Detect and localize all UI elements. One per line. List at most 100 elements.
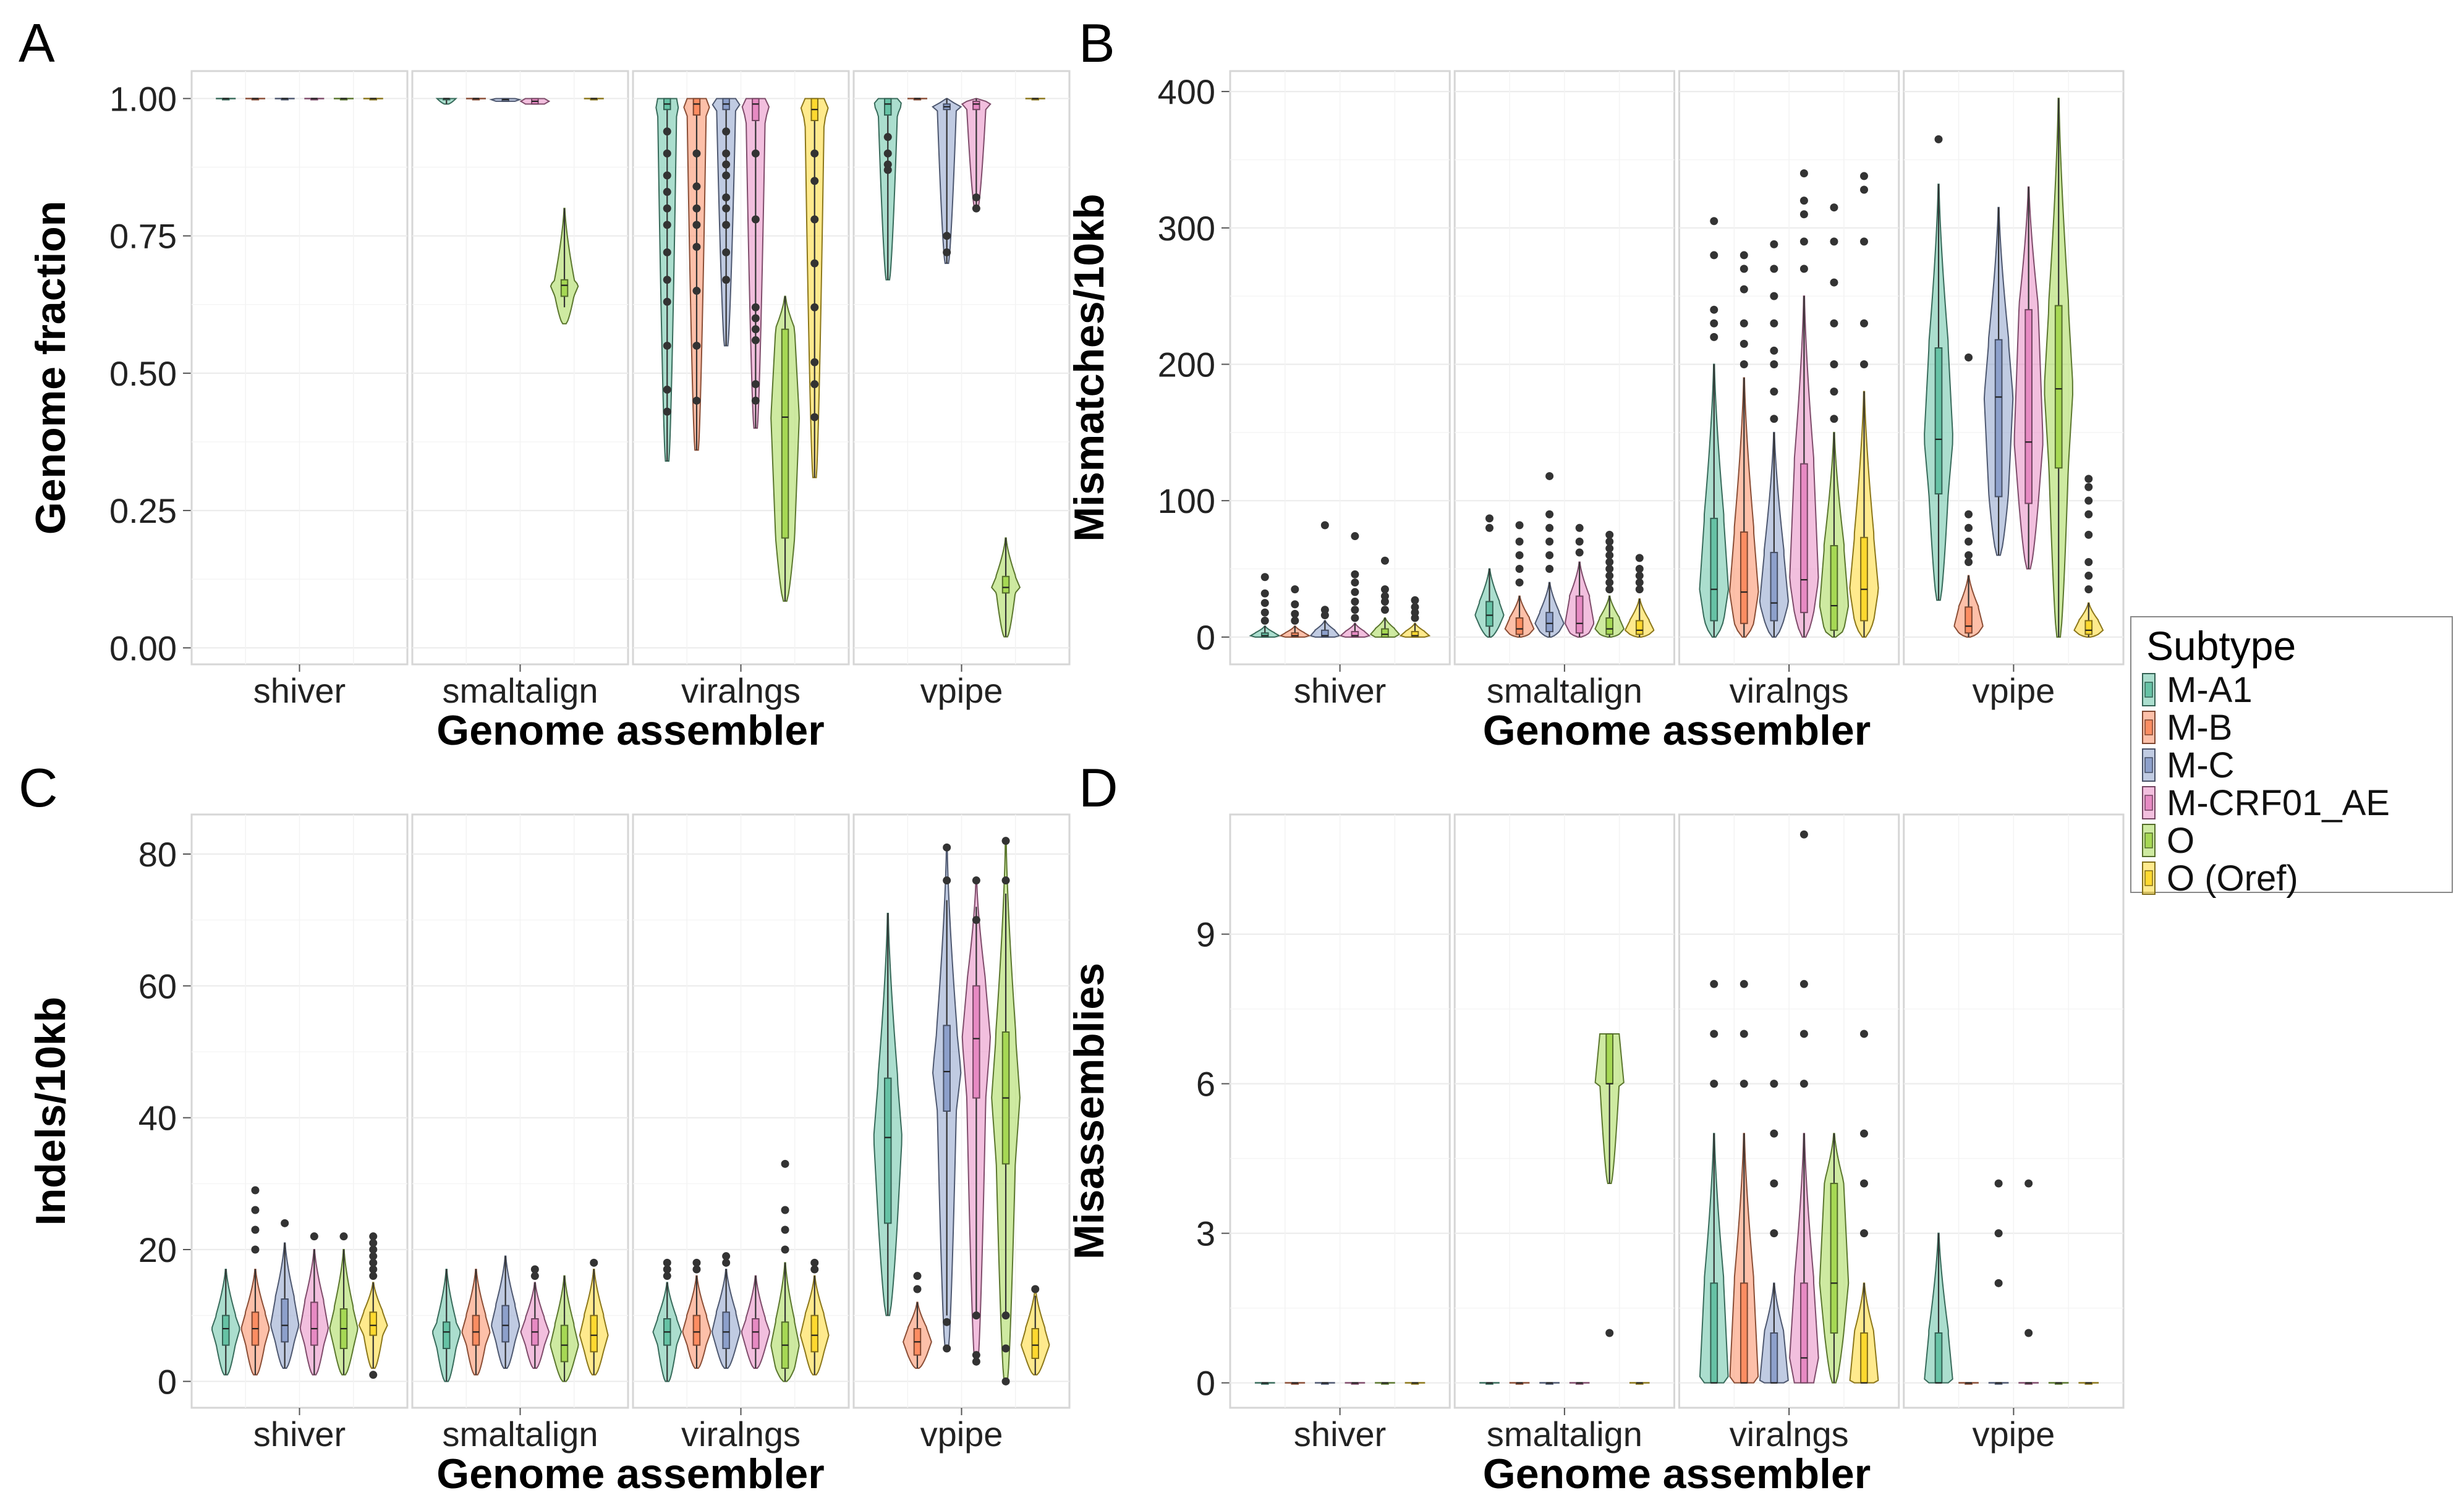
outlier-point bbox=[663, 276, 671, 284]
outlier-point bbox=[1740, 980, 1748, 988]
outlier-point bbox=[1605, 557, 1614, 566]
outlier-point bbox=[722, 171, 731, 180]
violin-o bbox=[334, 98, 354, 101]
outlier-point bbox=[530, 1265, 539, 1274]
outlier-point bbox=[663, 297, 671, 306]
outlier-point bbox=[1830, 387, 1838, 396]
outlier-point bbox=[883, 160, 892, 169]
outlier-point bbox=[1260, 573, 1269, 582]
outlier-point bbox=[1351, 532, 1359, 541]
outlier-point bbox=[1740, 1030, 1748, 1038]
outlier-point bbox=[1351, 588, 1359, 596]
outlier-point bbox=[1351, 614, 1359, 622]
box bbox=[1260, 632, 1269, 638]
box bbox=[1575, 595, 1584, 634]
outlier-point bbox=[1001, 1344, 1010, 1353]
violin-m-b bbox=[461, 1269, 491, 1376]
outlier-point bbox=[1380, 585, 1389, 594]
box bbox=[692, 98, 701, 116]
violin-m-crf01-ae bbox=[1789, 169, 1819, 638]
violin-m-a1 bbox=[1249, 573, 1281, 638]
legend-key-box bbox=[2144, 719, 2153, 735]
legend-key-box bbox=[2144, 682, 2153, 698]
box bbox=[1710, 1282, 1718, 1384]
legend-item: M-C bbox=[2142, 745, 2235, 785]
violin-o-oref- bbox=[1399, 596, 1431, 638]
outlier-point bbox=[1830, 237, 1838, 246]
y-axis-label: Indels/10kb bbox=[27, 997, 74, 1225]
violin-m-c bbox=[932, 98, 962, 264]
outlier-point bbox=[1545, 537, 1554, 546]
box bbox=[1411, 631, 1419, 638]
outlier-point bbox=[1320, 606, 1329, 614]
violin-m-crf01-ae bbox=[741, 98, 770, 429]
outlier-point bbox=[692, 182, 701, 191]
outlier-point bbox=[2084, 557, 2093, 566]
box bbox=[1321, 629, 1329, 638]
box bbox=[1515, 617, 1524, 635]
violin-m-b bbox=[907, 98, 927, 101]
outlier-point bbox=[883, 149, 892, 158]
outlier-point bbox=[751, 336, 760, 345]
outlier-point bbox=[1770, 319, 1778, 328]
violin-o bbox=[329, 1232, 359, 1376]
violin-o bbox=[1819, 1133, 1850, 1384]
facet-label: vpipe bbox=[1972, 1415, 2055, 1454]
box bbox=[943, 1025, 951, 1112]
outlier-point bbox=[1710, 1080, 1718, 1088]
box bbox=[1381, 628, 1389, 638]
outlier-point bbox=[663, 127, 671, 136]
outlier-point bbox=[1605, 544, 1614, 552]
violin-o-oref- bbox=[1849, 172, 1879, 638]
violin-o bbox=[1819, 203, 1850, 638]
box bbox=[1860, 536, 1868, 622]
outlier-point bbox=[751, 396, 760, 405]
panel-letter: A bbox=[19, 12, 55, 74]
outlier-point bbox=[1965, 510, 1973, 518]
outlier-point bbox=[810, 1258, 819, 1267]
legend-item: M-CRF01_AE bbox=[2142, 783, 2390, 823]
legend-label: O bbox=[2167, 821, 2194, 861]
box bbox=[810, 1314, 818, 1353]
y-tick-label: 0.50 bbox=[109, 354, 177, 393]
box bbox=[2084, 620, 2093, 635]
facet-label: shiver bbox=[253, 671, 346, 710]
outlier-point bbox=[1351, 570, 1359, 578]
violin-o-oref- bbox=[584, 98, 604, 101]
outlier-point bbox=[1860, 1229, 1869, 1238]
facet-shiver: shiver bbox=[190, 813, 409, 1454]
outlier-point bbox=[369, 1238, 378, 1247]
violin-m-b bbox=[682, 1258, 712, 1369]
facet-label: viralngs bbox=[681, 671, 801, 710]
violin-m-crf01-ae bbox=[2018, 1179, 2039, 1385]
facet-label: shiver bbox=[1294, 1415, 1386, 1454]
outlier-point bbox=[369, 1371, 378, 1379]
violin-o bbox=[1375, 1382, 1395, 1385]
outlier-point bbox=[1291, 609, 1299, 618]
outlier-point bbox=[1710, 305, 1718, 314]
outlier-point bbox=[781, 1206, 789, 1214]
outlier-point bbox=[2084, 585, 2093, 594]
outlier-point bbox=[1770, 1229, 1778, 1238]
outlier-point bbox=[663, 171, 671, 180]
box bbox=[2054, 305, 2063, 469]
outlier-point bbox=[1351, 606, 1359, 614]
outlier-point bbox=[1965, 523, 1973, 532]
outlier-point bbox=[1710, 1030, 1718, 1038]
outlier-point bbox=[692, 221, 701, 229]
violin-o-oref- bbox=[2073, 475, 2104, 638]
violin-m-b bbox=[245, 98, 265, 101]
facet-viralngs: viralngs bbox=[1678, 70, 1900, 710]
outlier-point bbox=[1860, 319, 1869, 328]
violin-m-c bbox=[1759, 240, 1789, 638]
outlier-point bbox=[722, 204, 731, 213]
box bbox=[1934, 347, 1943, 495]
outlier-point bbox=[1994, 1279, 2003, 1287]
outlier-point bbox=[251, 1225, 260, 1234]
outlier-point bbox=[1635, 578, 1644, 587]
outlier-point bbox=[722, 221, 731, 229]
violin-m-a1 bbox=[652, 1258, 682, 1382]
outlier-point bbox=[1635, 585, 1644, 594]
outlier-point bbox=[663, 221, 671, 229]
outlier-point bbox=[1635, 554, 1644, 562]
